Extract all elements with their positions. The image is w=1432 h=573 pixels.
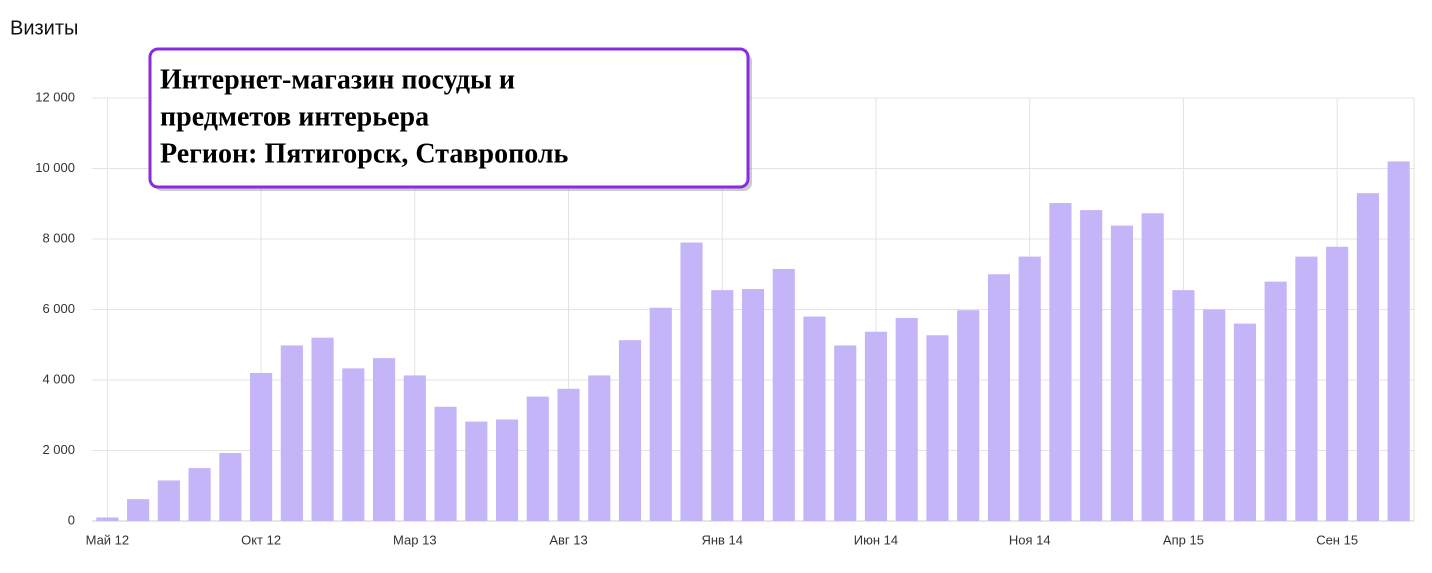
- bar: [588, 375, 611, 521]
- bar: [772, 268, 795, 521]
- annotation-box: [148, 47, 750, 189]
- x-tick-label: Мар 13: [393, 532, 437, 547]
- y-tick-label: 8 000: [42, 230, 75, 245]
- bar: [1018, 256, 1041, 521]
- bar: [1172, 290, 1195, 521]
- bar: [557, 388, 580, 521]
- bar: [957, 310, 980, 521]
- bar: [1387, 161, 1410, 521]
- bar: [495, 419, 519, 521]
- bar: [1049, 203, 1072, 522]
- bar: [188, 468, 211, 521]
- x-tick-label: Сен 15: [1316, 532, 1358, 547]
- bar: [434, 406, 457, 521]
- bar: [680, 242, 703, 521]
- x-tick-label: Май 12: [86, 532, 130, 547]
- y-tick-label: 6 000: [42, 301, 75, 316]
- x-tick-label: Июн 14: [854, 532, 898, 547]
- y-tick-label: 12 000: [35, 89, 75, 104]
- annotation-text: Регион: Пятигорск, Ставрополь: [160, 138, 569, 169]
- bar: [1295, 256, 1318, 521]
- bar: [741, 289, 765, 521]
- x-tick-label: Янв 14: [701, 532, 743, 547]
- bar: [926, 335, 949, 521]
- bar: [96, 517, 119, 521]
- bar: [987, 274, 1011, 521]
- bar: [618, 340, 642, 521]
- bar: [1233, 323, 1256, 521]
- x-tick-label: Ноя 14: [1009, 532, 1051, 547]
- bar: [1203, 309, 1226, 521]
- bar: [1326, 246, 1349, 521]
- bar: [373, 358, 396, 521]
- bar: [219, 452, 242, 521]
- bar: [311, 337, 334, 521]
- y-tick-label: 2 000: [42, 442, 75, 457]
- bar: [1264, 281, 1287, 521]
- bar: [526, 396, 549, 521]
- bar: [157, 480, 180, 521]
- bar: [250, 372, 273, 521]
- y-tick-label: 0: [68, 512, 75, 527]
- bar: [465, 421, 488, 521]
- bar: [803, 316, 826, 521]
- x-tick-label: Окт 12: [241, 532, 281, 547]
- bar: [403, 375, 426, 521]
- bar: [1110, 225, 1133, 522]
- bar: [1141, 213, 1164, 521]
- bar: [127, 499, 150, 521]
- y-tick-label: 4 000: [42, 371, 75, 386]
- y-tick-label: 10 000: [35, 160, 75, 175]
- annotation-text: Интернет-магазин посуды и: [160, 64, 515, 95]
- bar: [342, 368, 365, 521]
- bar: [1080, 210, 1103, 521]
- bar: [1356, 193, 1379, 522]
- bar: [834, 345, 857, 521]
- x-tick-label: Авг 13: [549, 532, 587, 547]
- bar: [895, 317, 918, 521]
- chart-title: Визиты: [10, 17, 78, 39]
- bar: [864, 331, 888, 521]
- annotation-text: предметов интерьера: [160, 101, 429, 132]
- bar: [649, 307, 672, 521]
- x-tick-label: Апр 15: [1163, 532, 1204, 547]
- bar: [711, 290, 734, 521]
- bar: [280, 345, 303, 521]
